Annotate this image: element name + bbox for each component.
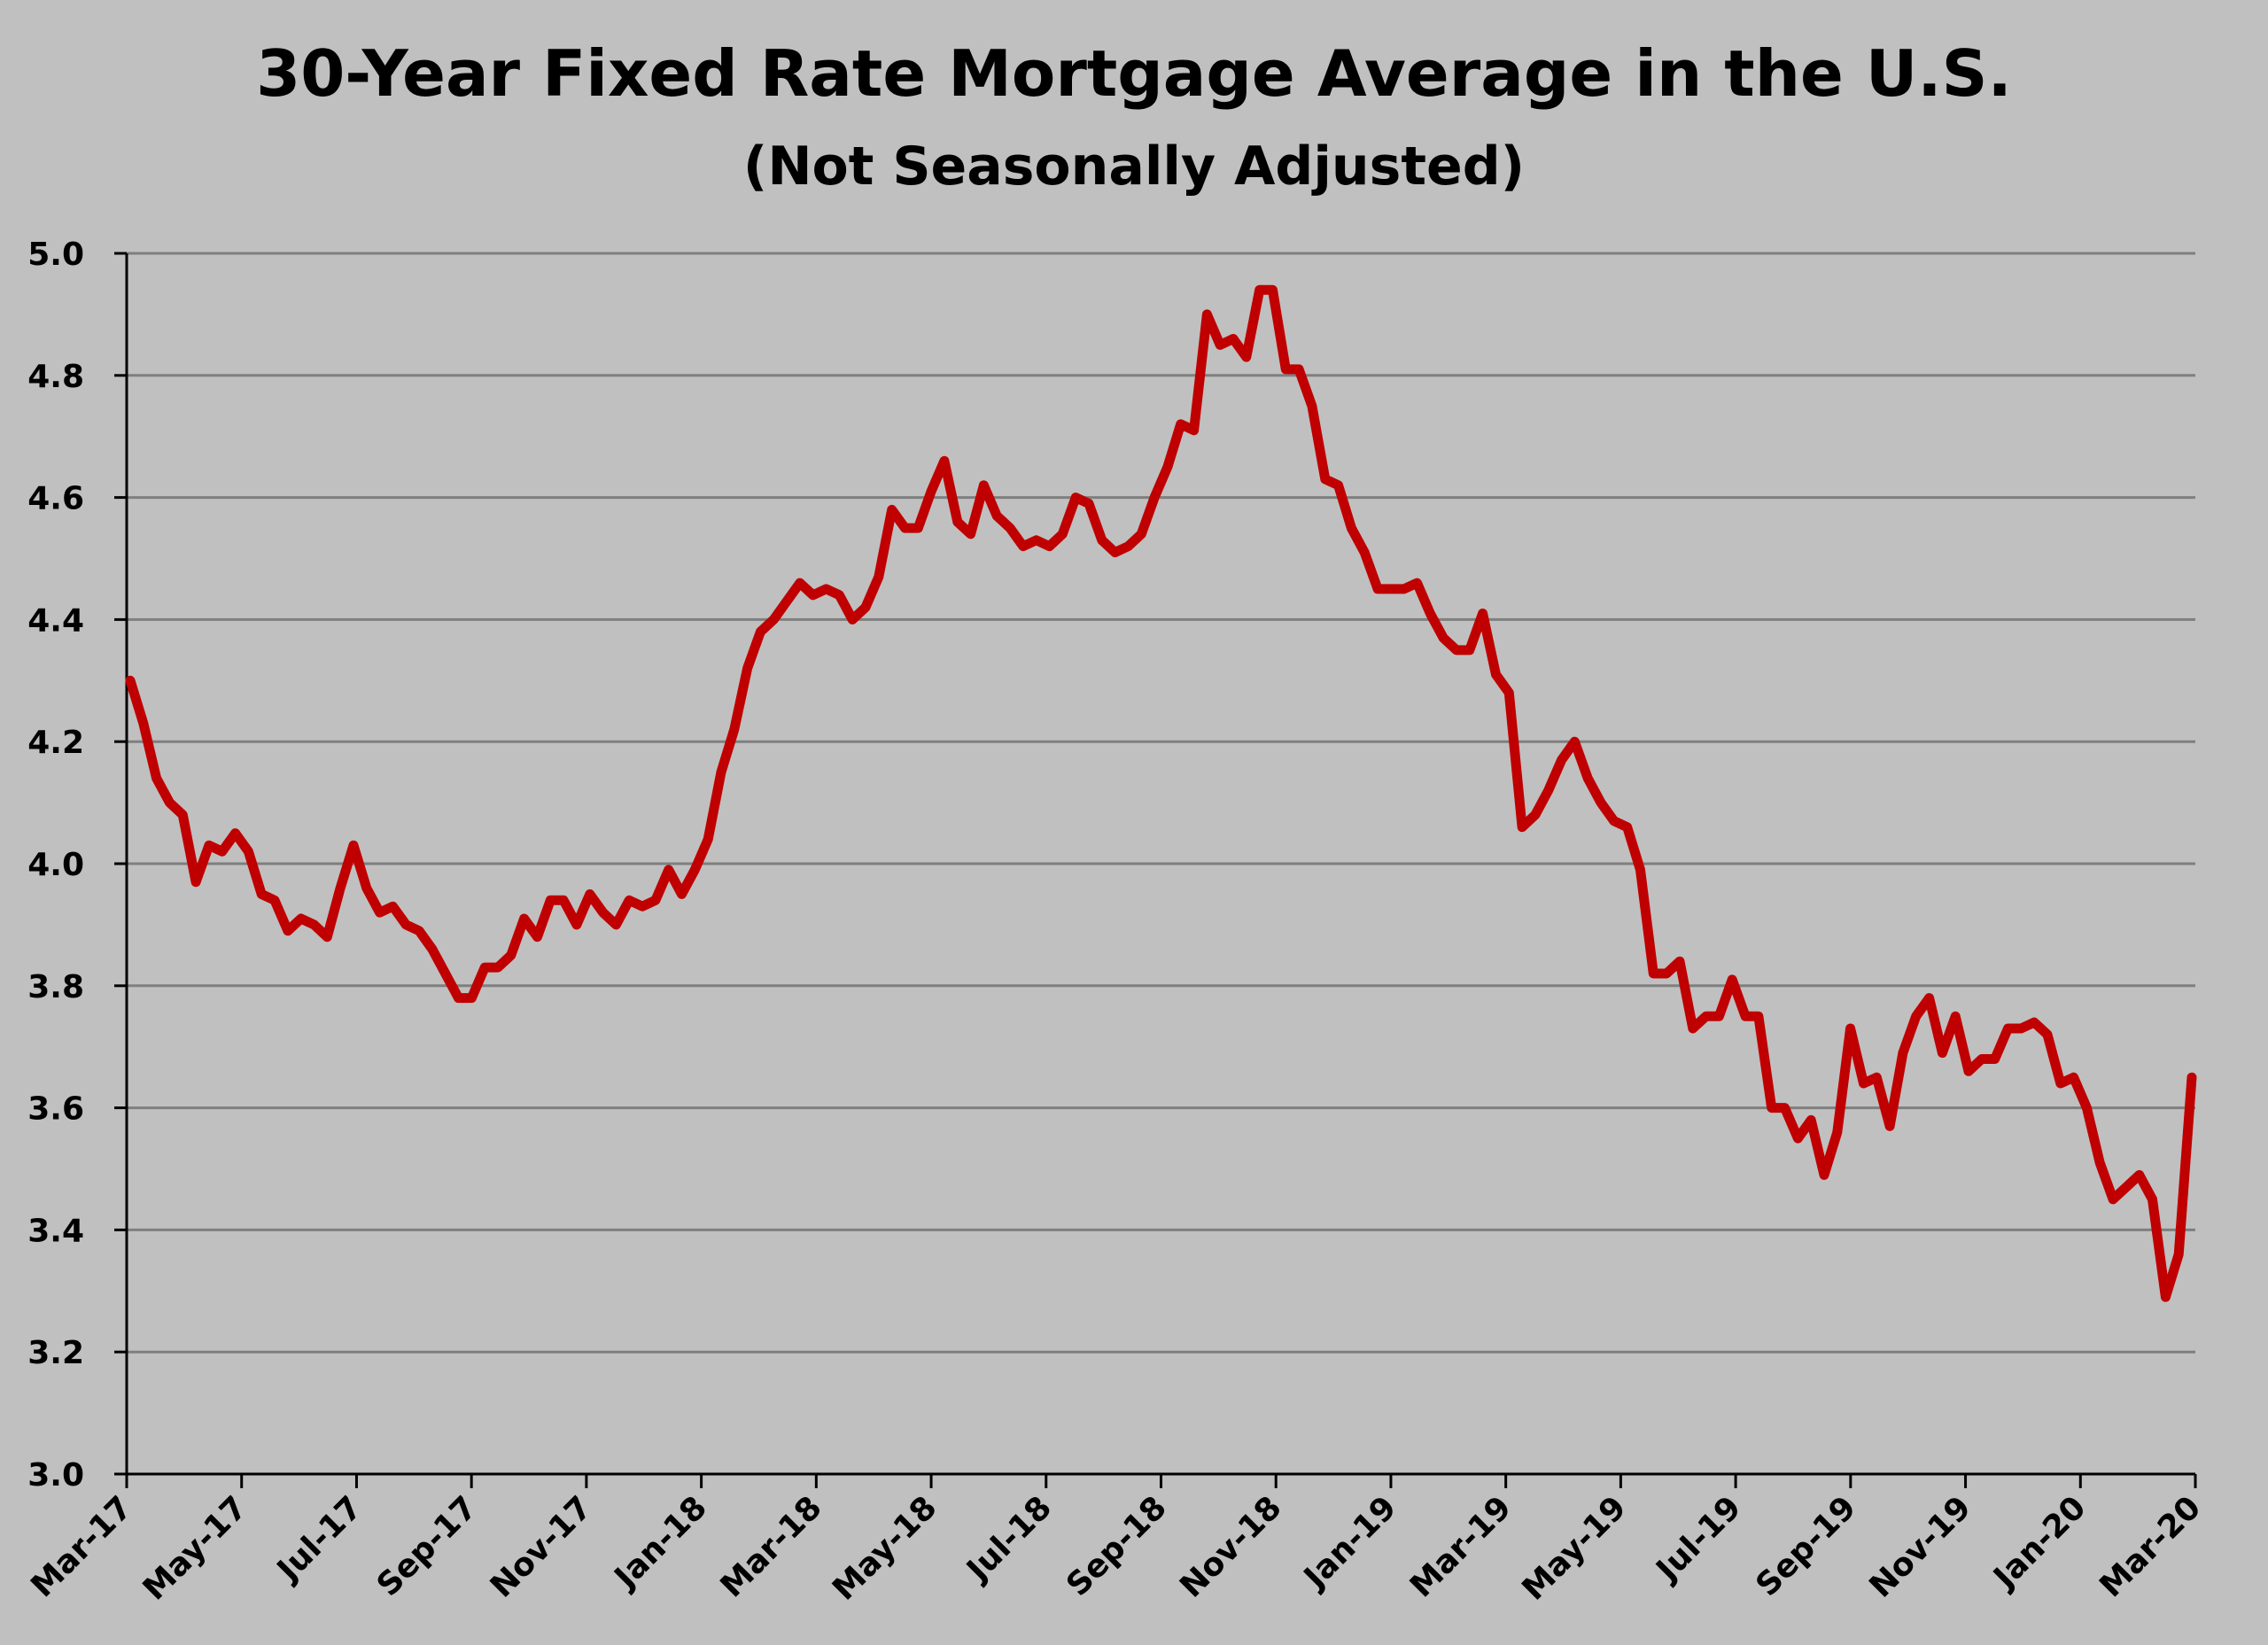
chart-subtitle: (Not Seasonally Adjusted) <box>743 136 1525 198</box>
y-tick-label: 3.2 <box>27 1335 84 1371</box>
x-tick-label: Mar-20 <box>2093 1489 2208 1604</box>
x-tick-label: Jan-18 <box>606 1489 714 1597</box>
chart-title: 30-Year Fixed Rate Mortgage Average in t… <box>256 36 2012 111</box>
y-tick-label: 4.6 <box>27 481 84 517</box>
x-tick-label: Sep-18 <box>1060 1489 1174 1603</box>
y-tick-label: 3.6 <box>27 1091 84 1128</box>
y-tick-label: 4.8 <box>27 359 84 395</box>
x-tick-label: Jul-19 <box>1648 1489 1748 1589</box>
x-tick-label: May-18 <box>826 1489 944 1607</box>
series-line-mortgage-rate <box>125 284 2197 1302</box>
y-tick-label: 3.4 <box>27 1213 84 1249</box>
y-tick-label: 3.8 <box>27 969 84 1005</box>
x-tick-label: Sep-17 <box>370 1489 485 1603</box>
x-tick-label: Jan-19 <box>1295 1489 1403 1597</box>
x-tick-label: Nov-18 <box>1173 1489 1288 1604</box>
x-tick-label: Mar-18 <box>714 1489 829 1604</box>
x-tick-label: May-19 <box>1515 1489 1633 1607</box>
x-tick-label: Jul-17 <box>268 1489 369 1589</box>
gridlines <box>127 252 2195 1354</box>
x-tick-label: Mar-17 <box>24 1489 139 1604</box>
y-axis: 3.0 3.2 3.4 3.6 3.8 4.0 4.2 4.4 4.6 4.8 5.0 <box>27 237 128 1494</box>
y-tick-label: 4.0 <box>27 847 84 883</box>
x-tick-label: Sep-19 <box>1749 1489 1863 1603</box>
y-tick-label: 5.0 <box>27 237 84 273</box>
y-tick-label: 4.2 <box>27 725 84 761</box>
x-tick-label: May-17 <box>136 1489 254 1607</box>
x-tick-label: Jul-18 <box>959 1489 1059 1589</box>
x-tick-label: Nov-19 <box>1863 1489 1978 1604</box>
x-tick-label: Nov-17 <box>484 1489 599 1604</box>
x-tick-label: Jan-20 <box>1985 1489 2093 1597</box>
x-tick-label: Mar-19 <box>1403 1489 1518 1604</box>
y-tick-label: 3.0 <box>27 1457 84 1494</box>
series-layer <box>125 284 2197 1302</box>
y-tick-label: 4.4 <box>27 602 84 639</box>
